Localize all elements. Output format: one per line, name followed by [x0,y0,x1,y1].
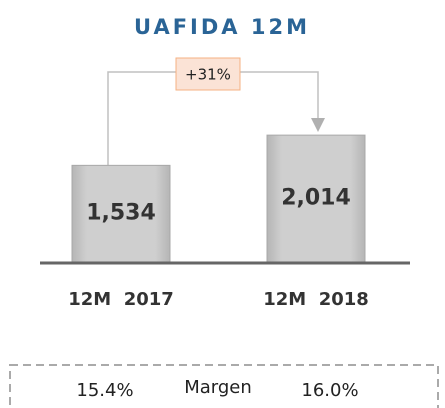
bracket [107,71,176,165]
value-label: 2,014 [281,186,351,211]
footer-label: Margen [184,377,252,398]
arrow-head [311,118,325,132]
chart-title: UAFIDA 12M [134,15,310,39]
annotation-box [175,57,241,91]
annotation: +31% [185,66,231,84]
x-tick-label: 12M 2018 [263,289,369,310]
bar [266,134,366,263]
footer-value: 16.0% [301,380,358,401]
bar [71,164,171,263]
x-tick-label: 12M 2017 [68,289,174,310]
value-label: 1,534 [86,201,156,226]
bracket [240,71,319,122]
footer-box [9,364,439,408]
footer-value: 15.4% [76,380,133,401]
